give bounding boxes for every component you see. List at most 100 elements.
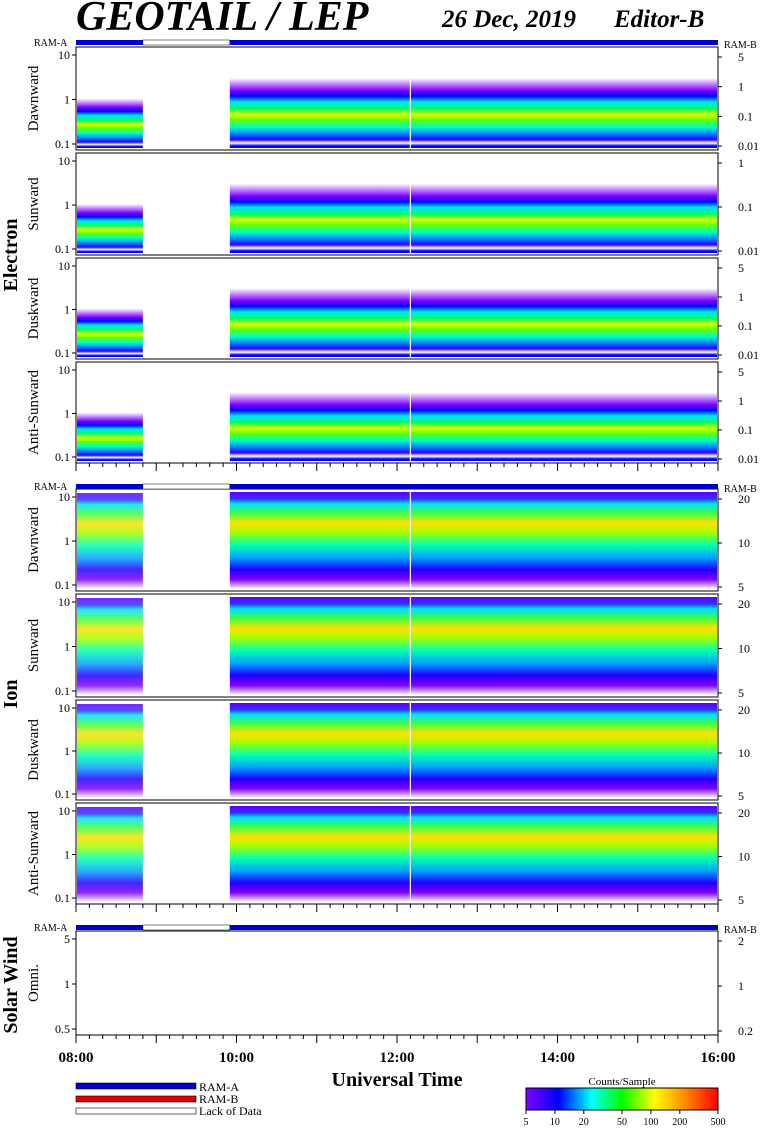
colorbar-tick-layer: 5 10 20 50 100 200 500 bbox=[524, 1110, 726, 1128]
left-tick-label: 0.1 bbox=[55, 137, 70, 151]
panel-ion-dawnward: Dawnward 10 1 0.1 20 10 5 bbox=[26, 488, 750, 594]
spectrogram-early-segment bbox=[77, 98, 143, 148]
left-tick-label: 0.1 bbox=[55, 684, 70, 698]
panel-ylabel: Omni. bbox=[26, 964, 42, 1002]
ram-a-label: RAM-A bbox=[34, 38, 68, 49]
left-tick-label: 1 bbox=[64, 93, 70, 107]
panel-electron-anti-sunward: Anti-Sunward 10 1 0.1 5 1 0.1 0.01 bbox=[26, 361, 759, 466]
colorbar: Counts/Sample 5 10 20 50 100 200 500 bbox=[524, 1076, 726, 1128]
right-tick-label: 5 bbox=[738, 50, 744, 64]
right-tick-label: 0.01 bbox=[738, 139, 759, 153]
legend-swatch-lack bbox=[75, 1107, 197, 1115]
colorbar-gradient bbox=[525, 1087, 719, 1111]
right-tick-label: 0.01 bbox=[738, 244, 759, 258]
left-tick-label: 1 bbox=[64, 744, 70, 758]
panel-frame bbox=[75, 593, 719, 698]
right-tick-label: 20 bbox=[738, 703, 750, 717]
lack-of-data-segment bbox=[142, 39, 231, 46]
ram-a-label: RAM-A bbox=[34, 482, 68, 493]
x-tick-label: 12:00 bbox=[380, 1050, 415, 1066]
spectrogram-early-segment bbox=[77, 204, 143, 253]
group-label-electron: Electron bbox=[0, 219, 22, 292]
panel-electron-dawnward: Dawnward 10 1 0.1 5 1 0.1 0.01 bbox=[26, 46, 759, 153]
left-tick-label: 0.1 bbox=[55, 450, 70, 464]
left-tick-label: 1 bbox=[64, 198, 70, 212]
panel-solar-wind-omni: Omni. 5 1 0.5 2 1 0.2 bbox=[26, 930, 753, 1038]
ram-bar-electron: RAM-A RAM-B bbox=[34, 38, 757, 51]
panel-ylabel: Dawnward bbox=[26, 65, 42, 131]
figure-editor: Editor-B bbox=[613, 6, 704, 33]
left-tick-label: 10 bbox=[58, 154, 70, 168]
panel-ylabel: Sunward bbox=[26, 177, 42, 231]
right-tick-label: 5 bbox=[738, 789, 744, 803]
right-tick-label: 0.01 bbox=[738, 348, 759, 362]
spectrogram-early-segment bbox=[77, 308, 143, 357]
left-tick-label: 0.1 bbox=[55, 346, 70, 360]
right-tick-label: 1 bbox=[738, 80, 744, 94]
right-tick-label: 10 bbox=[738, 746, 750, 760]
spectrogram-main-segment bbox=[229, 183, 717, 253]
ram-a-segment bbox=[229, 484, 718, 489]
right-tick-label: 0.1 bbox=[738, 319, 753, 333]
spectrogram-early-segment bbox=[77, 493, 143, 589]
panel-ion-duskward: Duskward 10 1 0.1 20 10 5 bbox=[26, 699, 750, 803]
left-tick-label: 1 bbox=[64, 534, 70, 548]
panel-layer: Dawnward 10 1 0.1 5 1 0.1 0.01 Sunward 10 1 0.1 1 0.1… bbox=[26, 46, 759, 1038]
colorbar-tick-label: 200 bbox=[672, 1117, 687, 1128]
right-tick-label: 0.01 bbox=[738, 452, 759, 466]
left-tick-label: 1 bbox=[64, 977, 70, 991]
spectrogram-main-segment bbox=[229, 806, 717, 902]
left-tick-label: 0.1 bbox=[55, 578, 70, 592]
right-tick-label: 1 bbox=[738, 979, 744, 993]
x-tick-label: 16:00 bbox=[701, 1050, 736, 1066]
left-tick-label: 5 bbox=[64, 932, 70, 946]
left-tick-label: 1 bbox=[64, 848, 70, 862]
spectrogram-main-segment bbox=[229, 703, 717, 798]
ram-b-label: RAM-B bbox=[724, 925, 757, 936]
right-tick-label: 5 bbox=[738, 893, 744, 907]
right-tick-label: 10 bbox=[738, 642, 750, 656]
ram-legend: RAM-A RAM-B Lack of Data bbox=[75, 1080, 262, 1118]
right-tick-label: 5 bbox=[738, 686, 744, 700]
lack-of-data-segment bbox=[142, 483, 231, 490]
panel-ylabel: Anti-Sunward bbox=[26, 370, 42, 455]
ram-a-segment bbox=[76, 925, 143, 930]
ram-a-segment bbox=[76, 40, 143, 45]
lack-of-data-segment bbox=[142, 924, 231, 931]
right-tick-label: 10 bbox=[738, 850, 750, 864]
panel-ylabel: Duskward bbox=[26, 277, 42, 339]
x-tick-label: 08:00 bbox=[59, 1050, 94, 1066]
panel-ion-anti-sunward: Anti-Sunward 10 1 0.1 20 10 5 bbox=[26, 802, 750, 907]
left-tick-label: 10 bbox=[58, 48, 70, 62]
group-label-solar-wind: Solar Wind bbox=[0, 936, 22, 1033]
panel-background bbox=[76, 931, 718, 1035]
legend-label-ram-a: RAM-A bbox=[199, 1080, 239, 1094]
ram-a-segment bbox=[76, 484, 143, 489]
right-tick-label: 0.1 bbox=[738, 423, 753, 437]
left-tick-label: 10 bbox=[58, 490, 70, 504]
panel-ylabel: Duskward bbox=[26, 719, 42, 781]
panel-ion-sunward: Sunward 10 1 0.1 20 10 5 bbox=[26, 593, 750, 700]
colorbar-tick-label: 50 bbox=[617, 1117, 627, 1128]
left-tick-label: 0.1 bbox=[55, 242, 70, 256]
spectrogram-early-segment bbox=[77, 598, 143, 695]
panel-frame bbox=[75, 699, 719, 801]
right-tick-label: 5 bbox=[738, 580, 744, 594]
colorbar-tick-label: 100 bbox=[643, 1117, 658, 1128]
right-tick-label: 0.2 bbox=[738, 1024, 753, 1038]
panel-ylabel: Dawnward bbox=[26, 507, 42, 573]
ram-a-label: RAM-A bbox=[34, 923, 68, 934]
panel-frame bbox=[75, 46, 719, 151]
right-tick-label: 20 bbox=[738, 492, 750, 506]
left-tick-label: 10 bbox=[58, 804, 70, 818]
panel-frame bbox=[75, 152, 719, 256]
x-tick-label: 10:00 bbox=[219, 1050, 254, 1066]
ram-bar-ion: RAM-A RAM-B bbox=[34, 482, 757, 495]
right-tick-label: 5 bbox=[738, 261, 744, 275]
figure-title: GEOTAIL / LEP bbox=[76, 0, 369, 40]
left-tick-label: 0.1 bbox=[55, 891, 70, 905]
panel-ylabel: Anti-Sunward bbox=[26, 811, 42, 896]
spectrogram-early-segment bbox=[77, 704, 143, 798]
left-tick-label: 0.5 bbox=[55, 1022, 70, 1036]
